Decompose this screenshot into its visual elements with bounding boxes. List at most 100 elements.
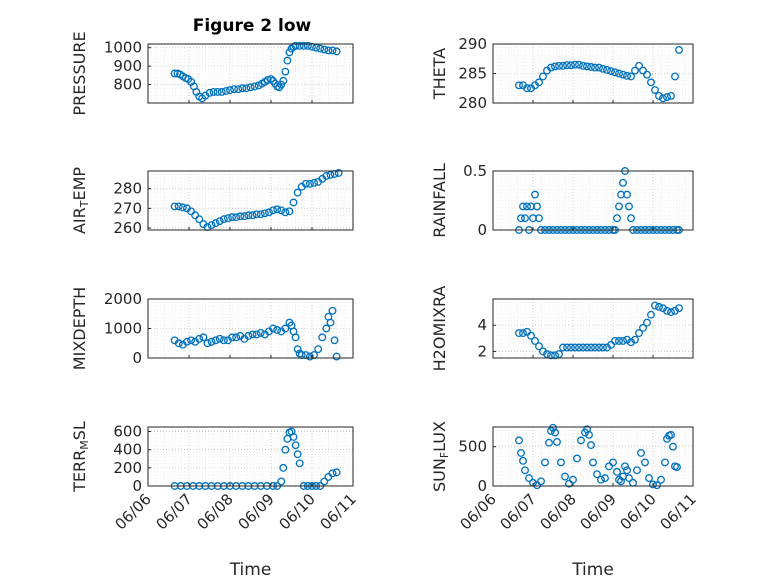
data-point bbox=[667, 91, 675, 100]
data-point bbox=[613, 214, 621, 223]
data-point bbox=[625, 474, 633, 483]
data-point bbox=[651, 86, 659, 94]
data-point bbox=[549, 423, 557, 432]
y-tick-label: 1000 bbox=[104, 39, 142, 57]
data-point bbox=[619, 70, 627, 79]
data-point bbox=[541, 458, 549, 467]
figure-title: Figure 2 low bbox=[193, 16, 312, 36]
data-point bbox=[595, 343, 603, 352]
data-point bbox=[515, 329, 523, 338]
data-point bbox=[246, 83, 255, 92]
data-point bbox=[635, 329, 643, 338]
x-tick-label: 06/10 bbox=[276, 490, 319, 533]
y-axis-label: SUNFLUX bbox=[430, 421, 451, 492]
x-tick-label: 06/08 bbox=[537, 490, 580, 533]
data-point bbox=[583, 343, 591, 352]
y-tick-label: 280 bbox=[458, 94, 487, 112]
y-axis-label: MIXDEPTH bbox=[70, 287, 89, 370]
subplot-2: 280 285 290 THETA bbox=[430, 35, 694, 112]
data-point bbox=[669, 442, 677, 451]
data-point bbox=[551, 351, 559, 360]
y-tick-label: 1000 bbox=[104, 320, 142, 338]
data-point bbox=[517, 214, 525, 223]
subplot-5: 0 1000 2000 MIXDEPTH bbox=[70, 287, 354, 370]
data-point bbox=[533, 202, 541, 211]
data-point bbox=[277, 477, 286, 486]
data-point bbox=[671, 72, 679, 81]
data-point bbox=[627, 214, 635, 223]
data-point bbox=[517, 449, 525, 457]
data-point bbox=[328, 46, 337, 55]
data-point bbox=[547, 63, 555, 72]
data-point bbox=[537, 477, 545, 486]
data-point bbox=[260, 209, 269, 218]
data-point bbox=[589, 458, 597, 467]
data-point bbox=[547, 351, 555, 360]
data-point bbox=[273, 205, 282, 214]
data-point bbox=[663, 306, 671, 315]
data-point bbox=[521, 214, 529, 223]
x-tick-label: 06/11 bbox=[657, 490, 700, 533]
data-point bbox=[595, 63, 603, 72]
data-point bbox=[587, 441, 595, 450]
data-point bbox=[273, 326, 282, 334]
data-point bbox=[565, 479, 573, 488]
data-point bbox=[279, 463, 288, 472]
data-point bbox=[579, 343, 587, 352]
data-point bbox=[303, 41, 312, 50]
data-point bbox=[281, 208, 290, 217]
data-point bbox=[599, 343, 607, 352]
data-point bbox=[587, 63, 595, 71]
data-point bbox=[250, 82, 259, 91]
data-point bbox=[637, 449, 645, 457]
data-point bbox=[248, 330, 257, 339]
data-point bbox=[178, 203, 187, 212]
data-point bbox=[174, 339, 183, 348]
data-point bbox=[306, 179, 314, 188]
axes-box bbox=[492, 170, 694, 231]
y-tick-label: 0 bbox=[477, 221, 487, 239]
data-point bbox=[591, 63, 599, 72]
data-point bbox=[585, 430, 593, 439]
data-point bbox=[571, 60, 579, 69]
data-point bbox=[289, 433, 298, 441]
data-point bbox=[655, 302, 663, 311]
data-point bbox=[659, 94, 667, 103]
data-point bbox=[295, 459, 304, 468]
data-point bbox=[316, 44, 325, 53]
y-tick-label: 900 bbox=[113, 57, 142, 75]
y-tick-label: 2000 bbox=[104, 290, 142, 308]
data-point bbox=[232, 213, 241, 222]
data-point bbox=[215, 334, 224, 343]
data-point bbox=[191, 211, 200, 220]
data-point bbox=[531, 190, 539, 199]
subplot-8: 0 500 SUNFLUX 06/0606/0706/0806/0906/1006/1… bbox=[430, 421, 700, 580]
axes-box bbox=[492, 298, 694, 359]
subplot-4: 0 0.5 RAINFALL bbox=[430, 162, 694, 239]
data-point bbox=[170, 69, 179, 78]
data-point bbox=[205, 88, 214, 97]
y-tick-label: 285 bbox=[458, 65, 487, 83]
data-point bbox=[332, 47, 341, 56]
axes-box bbox=[147, 43, 354, 104]
data-point bbox=[605, 462, 613, 471]
data-point bbox=[611, 68, 619, 77]
data-point bbox=[653, 481, 661, 490]
y-tick-label: 200 bbox=[113, 459, 142, 477]
data-point bbox=[228, 333, 236, 342]
data-point bbox=[293, 450, 302, 459]
data-point bbox=[289, 198, 298, 207]
data-point bbox=[293, 188, 302, 197]
data-point bbox=[515, 81, 523, 90]
data-point bbox=[551, 62, 559, 71]
data-point bbox=[182, 337, 191, 346]
data-point bbox=[252, 330, 261, 339]
data-point bbox=[521, 466, 529, 475]
data-point bbox=[635, 61, 643, 70]
data-point bbox=[519, 202, 527, 211]
data-point bbox=[519, 456, 527, 465]
data-point bbox=[322, 324, 331, 333]
y-axis-label: THETA bbox=[430, 48, 449, 100]
y-tick-label: 0.5 bbox=[463, 162, 487, 180]
